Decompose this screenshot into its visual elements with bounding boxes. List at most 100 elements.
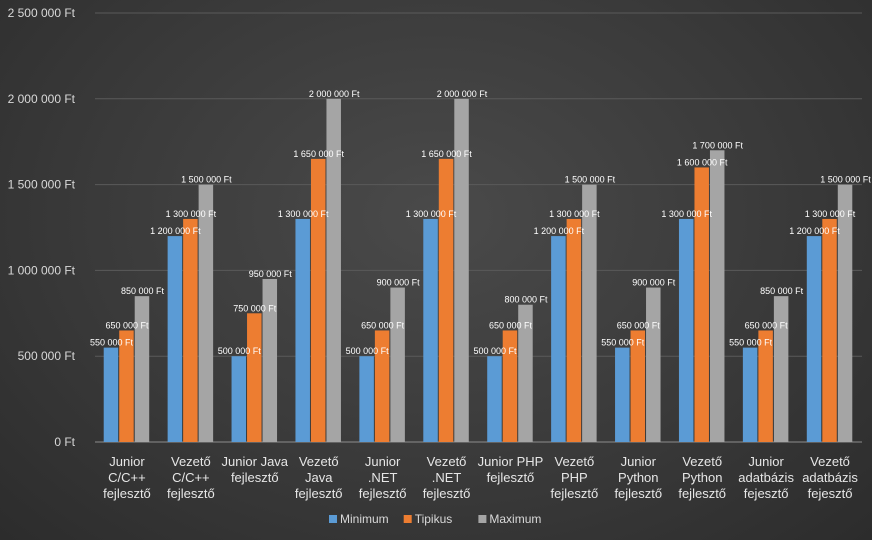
category-label: Junior C/C++ fejlesztő xyxy=(103,454,151,501)
data-label: 1 500 000 Ft xyxy=(565,175,616,185)
bar-minimum xyxy=(231,356,247,442)
category-label: Junior Java fejlesztő xyxy=(222,454,289,485)
data-label: 850 000 Ft xyxy=(760,286,804,296)
bar-tipikus xyxy=(310,158,326,443)
bar-tipikus xyxy=(247,313,262,442)
bar-tipikus xyxy=(119,330,134,442)
data-label: 1 200 000 Ft xyxy=(534,226,585,236)
data-label: 750 000 Ft xyxy=(233,303,277,313)
data-label: 800 000 Ft xyxy=(504,295,548,305)
data-label: 900 000 Ft xyxy=(632,278,676,288)
y-tick-label: 0 Ft xyxy=(54,435,75,449)
bar-minimum xyxy=(295,218,310,442)
data-label: 1 300 000 Ft xyxy=(166,209,217,219)
bar-minimum xyxy=(423,218,438,442)
bar-maximum xyxy=(773,296,789,442)
category-label: Vezető Python fejlesztő xyxy=(678,454,726,501)
bar-minimum xyxy=(359,356,374,442)
data-label: 2 000 000 Ft xyxy=(309,89,360,99)
bar-maximum xyxy=(134,296,150,442)
y-tick-label: 500 000 Ft xyxy=(18,349,76,363)
bar-tipikus xyxy=(822,218,837,442)
category-label: Vezető .NET fejlesztő xyxy=(423,454,471,501)
data-label: 550 000 Ft xyxy=(90,338,134,348)
data-label: 500 000 Ft xyxy=(473,346,517,356)
bar-tipikus xyxy=(758,330,773,442)
legend-swatch-tipikus xyxy=(403,515,412,523)
data-label: 1 300 000 Ft xyxy=(406,209,457,219)
data-label: 1 500 000 Ft xyxy=(820,175,871,185)
data-label: 650 000 Ft xyxy=(617,320,661,330)
legend-label-maximum: Maximum xyxy=(489,512,541,526)
y-tick-label: 2 000 000 Ft xyxy=(8,92,76,106)
data-label: 1 300 000 Ft xyxy=(805,209,856,219)
data-label: 900 000 Ft xyxy=(377,278,421,288)
legend-swatch-minimum xyxy=(329,515,337,523)
legend-swatch-maximum xyxy=(478,515,487,523)
data-label: 550 000 Ft xyxy=(729,338,773,348)
category-label: Vezető adatbázis fejesztő xyxy=(802,454,858,501)
bar-tipikus xyxy=(374,330,390,442)
y-tick-label: 2 500 000 Ft xyxy=(8,6,76,20)
bar-maximum xyxy=(262,278,278,442)
data-label: 650 000 Ft xyxy=(105,320,149,330)
data-label: 1 300 000 Ft xyxy=(549,209,600,219)
category-label: Junior PHP fejlesztő xyxy=(478,454,544,485)
data-label: 1 700 000 Ft xyxy=(692,140,743,150)
bar-maximum xyxy=(582,184,597,442)
bar-minimum xyxy=(167,236,183,442)
data-label: 650 000 Ft xyxy=(361,320,405,330)
gridlines xyxy=(95,12,862,443)
bar-tipikus xyxy=(502,330,518,442)
legend-label-tipikus: Tipikus xyxy=(415,512,453,526)
bar-minimum xyxy=(806,236,822,442)
y-tick-label: 1 000 000 Ft xyxy=(8,263,76,277)
bar-minimum xyxy=(103,347,119,442)
bar-maximum xyxy=(709,150,725,442)
data-label: 500 000 Ft xyxy=(346,346,390,356)
bar-maximum xyxy=(518,304,533,442)
data-label: 500 000 Ft xyxy=(218,346,262,356)
data-labels: 550 000 Ft 1 200 000 Ft 500 000 Ft 1 300 00… xyxy=(90,89,871,356)
legend-label-minimum: Minimum xyxy=(340,512,389,526)
data-label: 1 200 000 Ft xyxy=(150,226,201,236)
category-label: Junior Python fejlesztő xyxy=(614,454,662,501)
bar-maximum xyxy=(837,184,853,442)
bar-maximum xyxy=(326,98,341,443)
data-label: 650 000 Ft xyxy=(489,320,533,330)
bar-minimum xyxy=(742,347,758,442)
data-label: 1 650 000 Ft xyxy=(293,149,344,159)
data-label: 1 500 000 Ft xyxy=(181,175,232,185)
category-label: Vezető PHP fejlesztő xyxy=(551,454,599,501)
y-tick-label: 1 500 000 Ft xyxy=(8,178,76,192)
bar-maximum xyxy=(198,184,214,442)
data-label: 950 000 Ft xyxy=(249,269,293,279)
bar-maximum xyxy=(454,98,469,443)
data-label: 1 650 000 Ft xyxy=(421,149,472,159)
data-label: 850 000 Ft xyxy=(121,286,165,296)
bar-minimum xyxy=(678,218,694,442)
data-label: 2 000 000 Ft xyxy=(437,89,488,99)
category-label: Junior .NET fejlesztő xyxy=(359,454,407,501)
bar-minimum xyxy=(487,356,502,442)
data-label: 1 200 000 Ft xyxy=(789,226,840,236)
x-axis-categories: Junior C/C++ fejlesztő Vezető C/C++ fejlesztő… xyxy=(103,454,858,501)
category-label: Vezető Java fejlesztő xyxy=(295,454,343,501)
data-label: 1 300 000 Ft xyxy=(661,209,712,219)
category-label: Junior adatbázis fejesztő xyxy=(738,454,794,501)
bar-maximum xyxy=(646,287,661,442)
data-label: 1 600 000 Ft xyxy=(677,157,728,167)
y-axis-ticks: 0 Ft 500 000 Ft 1 000 000 Ft 1 500 000 Ft 2 … xyxy=(8,6,76,449)
bars xyxy=(103,98,853,443)
bar-tipikus xyxy=(694,167,709,442)
bar-minimum xyxy=(615,347,630,442)
data-label: 650 000 Ft xyxy=(745,320,789,330)
data-label: 1 300 000 Ft xyxy=(278,209,329,219)
bar-minimum xyxy=(551,236,566,442)
bar-tipikus xyxy=(566,218,582,442)
data-label: 550 000 Ft xyxy=(601,338,645,348)
legend: Minimum Tipikus Maximum xyxy=(329,512,541,526)
bar-tipikus xyxy=(183,218,198,442)
